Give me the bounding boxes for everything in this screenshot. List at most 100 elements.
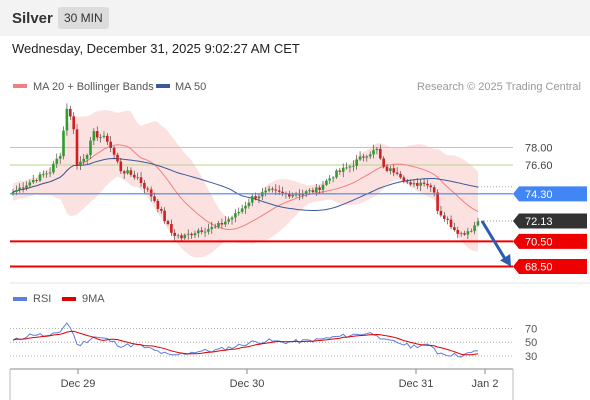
candle-body xyxy=(28,182,32,186)
candle-body xyxy=(153,196,156,201)
candle-body xyxy=(176,235,180,237)
candle-body xyxy=(186,233,190,235)
rsi-tick-70: 70 xyxy=(525,323,537,335)
legend-9ma-label: 9MA xyxy=(82,293,105,305)
x-tick-label-3: Jan 2 xyxy=(472,378,499,390)
candle-body xyxy=(149,189,153,197)
candle-body xyxy=(95,131,99,138)
candle-body xyxy=(453,227,456,230)
candle-body xyxy=(443,215,446,219)
level-label-2: 74.30 xyxy=(525,189,553,201)
candle-body xyxy=(112,147,116,155)
timeframe-badge[interactable]: 30 MIN xyxy=(58,7,109,29)
candle-body xyxy=(298,194,301,196)
candle-body xyxy=(449,219,453,228)
candle-body xyxy=(58,156,62,159)
candle-body xyxy=(331,177,335,179)
level-tag-3 xyxy=(513,213,587,229)
level-label-1: 76.60 xyxy=(525,160,553,172)
candle-body xyxy=(119,161,123,172)
candle-body xyxy=(170,224,173,233)
candle-body xyxy=(271,188,274,190)
candle-body xyxy=(358,156,362,160)
candle-body xyxy=(45,173,48,175)
level-label-3: 72.13 xyxy=(525,216,553,228)
candle-body xyxy=(338,170,342,172)
candle-body xyxy=(459,233,463,234)
level-label-0: 78.00 xyxy=(525,142,553,154)
candle-body xyxy=(180,235,183,239)
candle-body xyxy=(31,180,35,183)
candle-body xyxy=(85,155,89,159)
candle-body xyxy=(200,230,203,232)
candle-body xyxy=(473,225,476,232)
candle-body xyxy=(436,192,439,211)
candle-body xyxy=(382,158,385,167)
candle-body xyxy=(48,172,52,174)
candle-body xyxy=(288,193,291,197)
candle-body xyxy=(25,185,28,189)
candle-body xyxy=(21,187,25,189)
candle-body xyxy=(432,187,436,193)
candle-body xyxy=(146,188,150,190)
candle-body xyxy=(65,108,69,131)
ma50-line xyxy=(12,157,479,211)
level-tag-2 xyxy=(513,186,587,202)
candle-body xyxy=(362,156,365,158)
candle-body xyxy=(419,182,422,186)
candle-body xyxy=(301,193,305,196)
level-lines: 78.00 76.60 74.30 72.13 70.50 68.50 xyxy=(10,142,587,274)
candle-body xyxy=(335,170,338,178)
level-tag-5 xyxy=(513,258,587,274)
legend-rsi-swatch xyxy=(13,297,27,301)
candle-body xyxy=(341,167,345,172)
candle-body xyxy=(230,217,234,220)
candle-body xyxy=(207,229,210,232)
candle-body xyxy=(368,154,372,157)
symbol-title: Silver xyxy=(12,10,53,27)
candle-body xyxy=(116,154,119,162)
candle-body xyxy=(240,208,244,212)
candle-body xyxy=(217,223,220,227)
x-tick-label-1: Dec 30 xyxy=(230,378,265,390)
candle-plot-area xyxy=(10,103,513,258)
candle-body xyxy=(75,129,79,166)
candle-body xyxy=(409,182,412,185)
candle-body xyxy=(18,187,21,190)
candle-body xyxy=(379,148,382,159)
candle-body xyxy=(224,221,227,225)
candle-body xyxy=(55,158,59,164)
candle-body xyxy=(227,219,230,222)
legend-rsi-label: RSI xyxy=(33,293,51,305)
candle-body xyxy=(62,130,65,157)
candle-body xyxy=(365,156,369,158)
legend-ma50-label: MA 50 xyxy=(175,81,206,93)
candle-body xyxy=(385,166,389,171)
candle-body xyxy=(35,180,38,181)
candle-body xyxy=(402,177,406,182)
candle-body xyxy=(328,178,331,181)
candle-body xyxy=(321,184,325,190)
candle-body xyxy=(102,135,106,138)
watermark: Research © 2025 Trading Central xyxy=(417,81,581,93)
candle-body xyxy=(372,150,375,155)
forecast-arrow-head xyxy=(500,253,511,267)
candle-body xyxy=(352,165,355,167)
candle-body xyxy=(92,131,96,141)
candle-body xyxy=(11,191,15,195)
legend-9ma-swatch xyxy=(62,297,76,301)
candle-body xyxy=(42,174,45,176)
candle-body xyxy=(466,231,470,235)
candle-body xyxy=(315,187,318,193)
candle-body xyxy=(281,191,284,193)
datetime-label: Wednesday, December 31, 2025 9:02:27 AM … xyxy=(12,41,300,56)
candle-body xyxy=(38,174,42,181)
candle-body xyxy=(277,190,281,192)
x-axis-ticks: Dec 29 Dec 30 Dec 31 Jan 2 xyxy=(61,369,499,390)
candle-body xyxy=(72,116,75,130)
candle-body xyxy=(234,213,237,218)
legend-ma20-swatch xyxy=(13,84,27,88)
level-label-4: 70.50 xyxy=(525,236,553,248)
candle-body xyxy=(237,211,241,214)
